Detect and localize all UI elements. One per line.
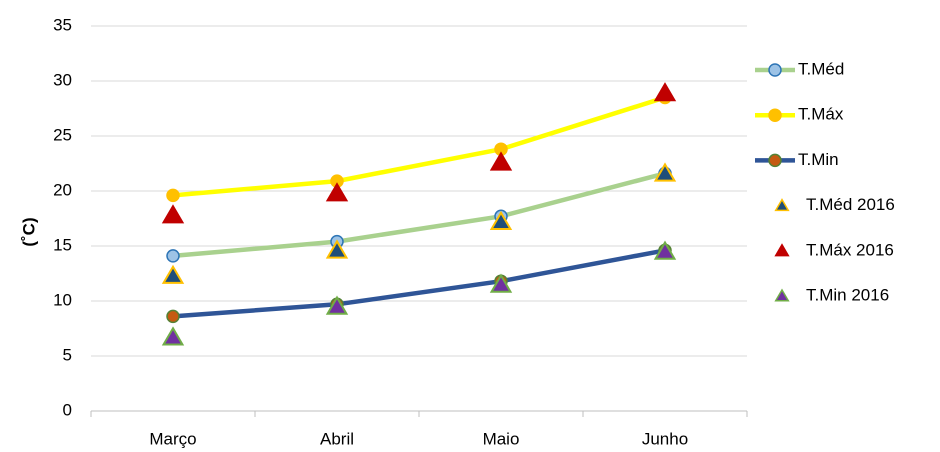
triangle-point (489, 210, 513, 230)
triangle-point (653, 162, 677, 182)
legend-label: T.Máx 2016 (806, 240, 894, 259)
legend-marker (768, 153, 782, 168)
triangle-point (325, 182, 349, 202)
y-tick-label: 0 (63, 400, 72, 419)
triangle-point (653, 240, 677, 260)
x-tick-label: Março (149, 429, 196, 448)
triangle-point (161, 204, 185, 224)
y-tick-label: 10 (53, 290, 72, 309)
y-tick-label: 30 (53, 70, 72, 89)
series-line (172, 171, 666, 259)
legend-label: T.Máx (798, 105, 844, 124)
y-axis-label: (˚C) (19, 217, 38, 246)
y-tick-label: 20 (53, 180, 72, 199)
point (166, 249, 180, 263)
legend-label: T.Méd 2016 (806, 195, 895, 214)
x-tick-label: Maio (483, 429, 520, 448)
triangle-point (161, 264, 185, 284)
triangle-point (325, 295, 349, 315)
series-line (172, 95, 666, 198)
legend-label: T.Méd (798, 59, 844, 78)
x-tick-label: Abril (320, 429, 354, 448)
y-tick-label: 35 (53, 15, 72, 34)
y-tick-label: 15 (53, 235, 72, 254)
legend-label: T.Min 2016 (806, 285, 889, 304)
legend-marker (768, 63, 782, 77)
triangle-point (161, 326, 185, 346)
triangle-point (653, 82, 677, 102)
y-tick-label: 5 (63, 345, 72, 364)
legend-marker (768, 108, 782, 122)
legend-label: T.Min (798, 150, 839, 169)
triangle-point (489, 273, 513, 293)
legend-marker (774, 198, 790, 212)
y-tick-label: 25 (53, 125, 72, 144)
x-tick-label: Junho (642, 429, 688, 448)
triangle-point (325, 239, 349, 259)
legend-marker (774, 288, 790, 302)
legend-marker (774, 243, 790, 257)
triangle-point (489, 151, 513, 171)
point (166, 188, 180, 203)
series-line (172, 248, 666, 319)
point (166, 309, 180, 324)
